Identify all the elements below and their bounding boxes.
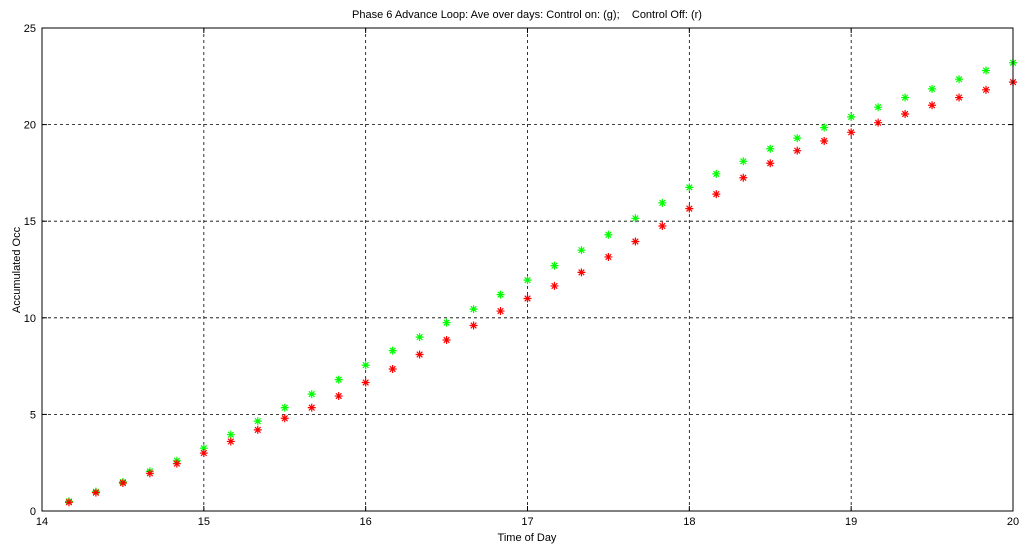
data-point [442,318,451,327]
data-point [577,268,586,277]
data-point [469,321,478,330]
x-tick-label: 17 [521,516,533,528]
data-point [523,294,532,303]
data-point [226,437,235,446]
data-point [982,66,991,75]
data-point [766,144,775,153]
data-point [685,204,694,213]
data-point [361,361,370,370]
data-point [280,414,289,423]
data-point [712,169,721,178]
x-tick-label: 19 [845,516,857,528]
data-point [442,336,451,345]
data-point [199,449,208,458]
y-axis-title: Accumulated Occ [11,226,23,313]
data-point [847,128,856,137]
data-point [739,173,748,182]
y-tick-label: 0 [30,506,36,518]
y-tick-label: 5 [30,409,36,421]
data-point [685,183,694,192]
chart-title: Phase 6 Advance Loop: Ave over days: Con… [352,9,702,21]
data-point [604,230,613,239]
data-point [415,333,424,342]
data-point [145,469,154,478]
data-point [415,350,424,359]
data-point [253,425,262,434]
x-tick-label: 18 [683,516,695,528]
grid [42,28,1013,511]
data-point [91,488,100,497]
data-point [739,157,748,166]
data-point [226,430,235,439]
data-point [928,84,937,93]
data-point [64,498,73,507]
x-tick-label: 15 [198,516,210,528]
data-point [658,198,667,207]
data-point [253,417,262,426]
data-point [496,290,505,299]
data-point [388,364,397,373]
data-point [793,146,802,155]
data-point [874,118,883,127]
data-point [550,261,559,270]
data-point [820,137,829,146]
data-point [712,190,721,199]
data-point [901,109,910,118]
data-point [388,346,397,355]
data-point [334,392,343,401]
x-axis-title: Time of Day [498,532,557,544]
data-point [766,159,775,168]
y-tick-label: 20 [24,120,36,132]
x-tick-label: 20 [1007,516,1019,528]
data-point [307,390,316,399]
data-point [496,307,505,316]
data-point [118,478,127,487]
axis-ticks: 14 15 16 17 18 19 20 0 5 10 15 20 25 [24,23,1019,528]
data-point [631,237,640,246]
data-point [874,103,883,112]
data-point [577,246,586,255]
y-tick-label: 25 [24,23,36,35]
data-point [658,222,667,231]
data-point [361,378,370,387]
data-point [901,93,910,102]
data-point [631,214,640,223]
data-point [955,93,964,102]
data-point [469,305,478,314]
data-point [604,252,613,261]
data-point [820,123,829,132]
data-point [550,281,559,290]
data-point [199,444,208,453]
data-point [523,276,532,285]
data-point [793,134,802,143]
data-point [982,85,991,94]
x-tick-label: 16 [360,516,372,528]
x-tick-label: 14 [36,516,48,528]
y-tick-label: 10 [24,313,36,325]
data-point [928,101,937,110]
data-point [334,375,343,384]
data-point [847,112,856,121]
data-point [307,403,316,412]
data-point [172,459,181,468]
y-tick-label: 15 [24,216,36,228]
data-point [280,403,289,412]
data-point [955,75,964,84]
